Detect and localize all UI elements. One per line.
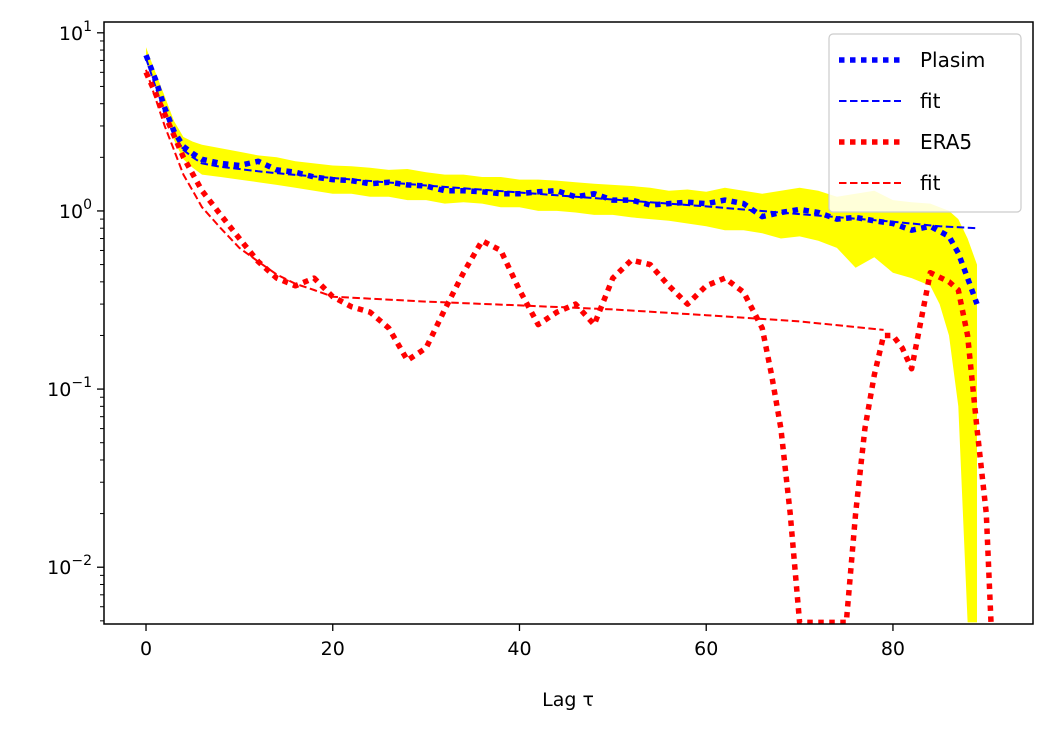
x-tick-label: 40 — [507, 638, 531, 660]
band-layer — [146, 47, 977, 623]
series-line-era5-2 — [143, 71, 994, 624]
legend-box — [828, 33, 1022, 213]
legend-label-0: Plasim — [920, 48, 985, 72]
y-tick-label: 10−1 — [47, 375, 92, 401]
legend-label-1: fit — [920, 89, 941, 113]
legend-label-2: ERA5 — [920, 130, 972, 154]
legend: Plasim fit ERA5 fit — [828, 33, 1022, 213]
series-layer — [143, 54, 994, 624]
y-tick-label: 100 — [59, 197, 92, 223]
x-tick-label: 0 — [140, 638, 152, 660]
x-tick-label: 20 — [321, 638, 345, 660]
x-axis-label: Lag τ — [542, 689, 594, 711]
x-tick-label: 80 — [881, 638, 905, 660]
series-line-fit-3 — [145, 69, 884, 331]
plot-frame — [103, 21, 1034, 625]
x-tick-label: 60 — [694, 638, 718, 660]
y-tick-label: 10−2 — [47, 553, 92, 579]
axes-layer: 0 20 40 60 80 10−2 10−1 100 101 — [47, 19, 1034, 660]
legend-label-3: fit — [920, 171, 941, 195]
plasim-spread-band — [146, 47, 977, 623]
y-tick-label: 101 — [59, 19, 92, 45]
